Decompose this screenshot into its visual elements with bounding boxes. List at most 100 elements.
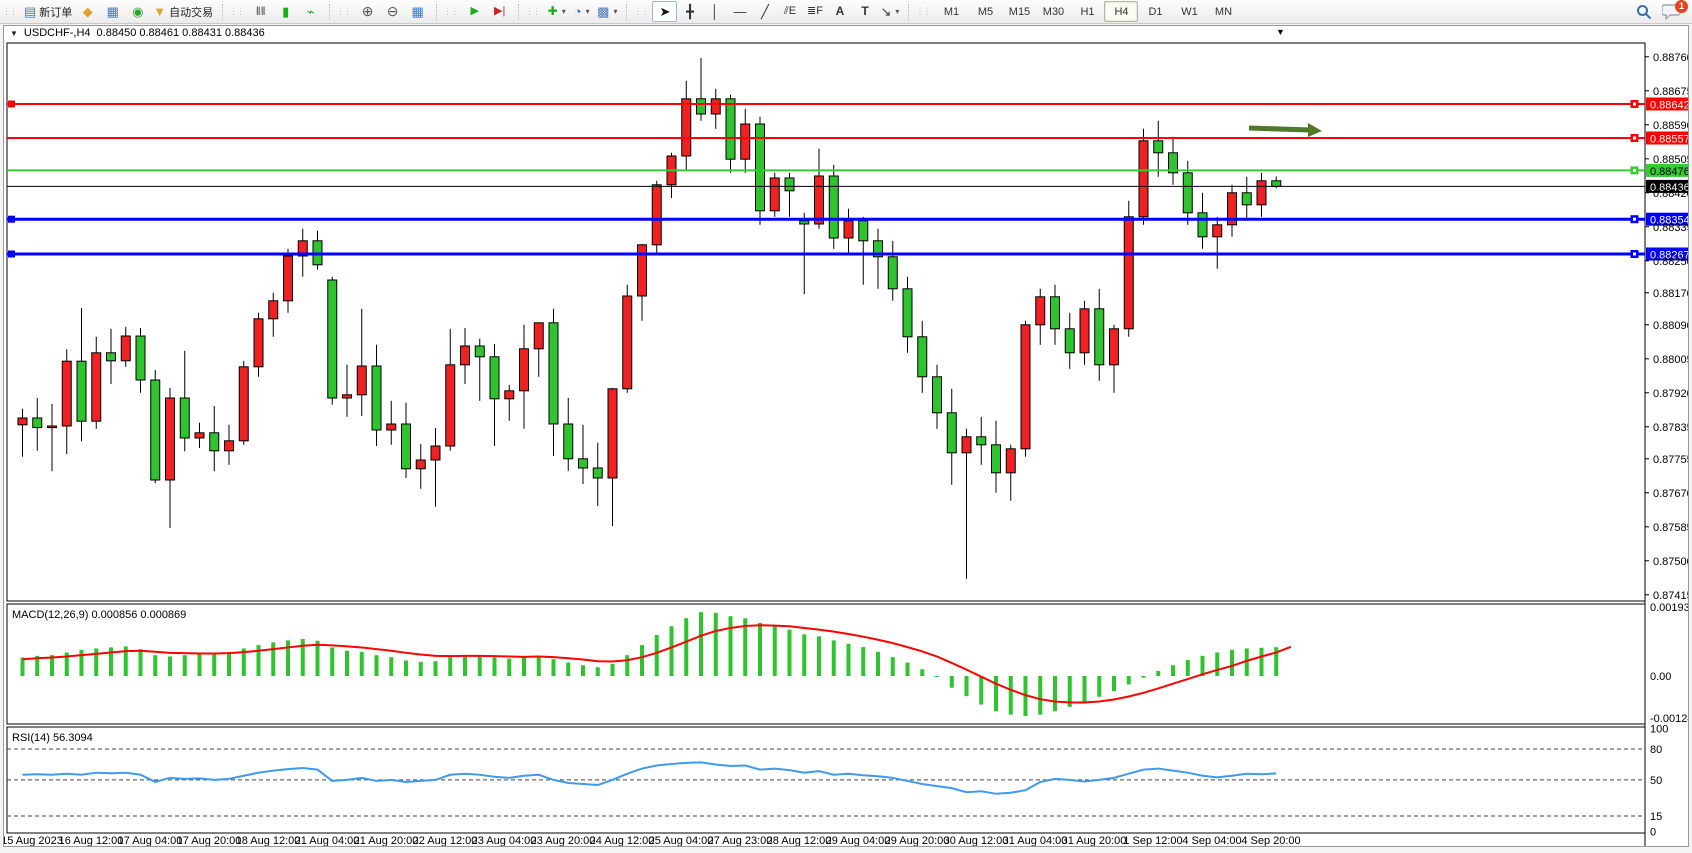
candle-body xyxy=(991,444,1001,474)
zoom-in-button[interactable]: ⊕ xyxy=(355,1,380,22)
signals-button[interactable]: ◉ xyxy=(125,1,150,22)
candle xyxy=(1182,160,1193,225)
macd-histogram-bar xyxy=(359,651,364,676)
new-order-button[interactable]: ▤ 新订单 xyxy=(21,1,75,22)
cursor-button[interactable]: ➤ xyxy=(652,1,678,22)
macd-panel[interactable] xyxy=(6,603,1646,725)
autotrading-button[interactable]: ▼ 自动交易 xyxy=(150,1,216,22)
periods-button[interactable]: ◔ ▾ xyxy=(569,1,594,22)
date-axis-label[interactable]: 23 Aug 04:00 xyxy=(472,835,537,846)
date-axis-label[interactable]: 31 Aug 20:00 xyxy=(1062,835,1127,846)
arrows-button[interactable]: ↘ ▾ xyxy=(877,1,902,22)
fibonacci-button[interactable]: ≣F xyxy=(802,1,827,22)
date-axis-label[interactable]: 18 Aug 12:00 xyxy=(236,835,301,846)
date-axis-label[interactable]: 30 Aug 12:00 xyxy=(944,835,1009,846)
tile-windows-button[interactable]: ▦ xyxy=(405,1,430,22)
timeframe-MN[interactable]: MN xyxy=(1214,5,1233,18)
price-axis-tick: 0.88335 xyxy=(1653,222,1688,234)
macd-histogram-bar xyxy=(1230,649,1234,676)
date-axis-label[interactable]: 15 Aug 2023 xyxy=(4,835,63,846)
price-axis-tick: 0.88675 xyxy=(1653,86,1688,98)
macd-histogram-bar xyxy=(846,643,851,676)
trendline-button[interactable]: ╱ xyxy=(752,1,777,22)
dropdown-caret-icon[interactable]: ▾ xyxy=(561,7,566,16)
auto-scroll-button[interactable]: ▶ xyxy=(462,1,487,22)
scroll-position-marker-icon: ▼ xyxy=(1276,27,1285,37)
support-line-1-left-handle[interactable] xyxy=(8,215,15,223)
macd-histogram-bar xyxy=(817,636,821,676)
toolbar-group-scroll: ▶ ▶| xyxy=(459,0,515,23)
templates-button[interactable]: ▩ ▾ xyxy=(594,1,620,22)
support-line-2-left-handle[interactable] xyxy=(8,250,15,258)
candle-body xyxy=(1182,172,1193,214)
vertical-line-button[interactable]: │ xyxy=(702,1,727,22)
date-axis-label[interactable]: 27 Aug 23:00 xyxy=(708,835,773,846)
date-axis-label[interactable]: 23 Aug 20:00 xyxy=(531,835,596,846)
candlestick-button[interactable]: ▮ xyxy=(273,1,298,22)
candle xyxy=(504,384,515,421)
search-icon[interactable] xyxy=(1636,4,1652,20)
macd-histogram-bar xyxy=(758,622,762,676)
horizontal-line-button[interactable]: — xyxy=(727,1,752,22)
date-axis-label[interactable]: 24 Aug 12:00 xyxy=(590,835,655,846)
macd-histogram-bar xyxy=(684,618,689,676)
date-axis-label[interactable]: 25 Aug 04:00 xyxy=(649,835,714,846)
date-axis-label[interactable]: 21 Aug 20:00 xyxy=(354,835,419,846)
quotes-button[interactable]: ◆ xyxy=(75,1,100,22)
timeframe-H4[interactable]: H4 xyxy=(1104,1,1139,22)
date-axis-label[interactable]: 1 Sep 12:00 xyxy=(1123,835,1182,846)
macd-histogram-bar xyxy=(20,657,25,676)
date-axis-label[interactable]: 29 Aug 20:00 xyxy=(885,835,950,846)
timeframe-H1[interactable]: H1 xyxy=(1080,5,1095,18)
chart-menu-caret-icon[interactable]: ▼ xyxy=(10,28,18,38)
date-axis-label[interactable]: 29 Aug 04:00 xyxy=(826,835,891,846)
timeframe-M15[interactable]: M15 xyxy=(1008,5,1031,18)
candle-body xyxy=(371,365,382,431)
chat-button[interactable]: 1 xyxy=(1661,0,1688,21)
timeframe-M5[interactable]: M5 xyxy=(977,5,994,18)
window-icon: ▦ xyxy=(106,4,119,19)
date-axis-label[interactable]: 17 Aug 04:00 xyxy=(118,835,183,846)
candle-body xyxy=(1138,140,1149,218)
date-axis-label[interactable]: 16 Aug 12:00 xyxy=(59,835,124,846)
date-axis-label[interactable]: 4 Sep 04:00 xyxy=(1182,835,1241,846)
chart-shift-button[interactable]: ▶| xyxy=(487,1,512,22)
crosshair-button[interactable]: ╋ xyxy=(677,1,702,22)
zoom-in-icon: ⊕ xyxy=(361,3,374,19)
timeframe-M1[interactable]: M1 xyxy=(943,5,960,18)
macd-histogram-bar xyxy=(123,646,128,676)
date-axis-label[interactable]: 21 Aug 04:00 xyxy=(295,835,360,846)
macd-histogram-bar xyxy=(138,649,143,676)
dropdown-caret-icon[interactable]: ▾ xyxy=(585,7,590,16)
timeframe-D1[interactable]: D1 xyxy=(1148,5,1163,18)
timeframe-W1[interactable]: W1 xyxy=(1181,5,1198,18)
chart-window-button[interactable]: ▦ xyxy=(100,1,125,22)
candle-body xyxy=(902,288,913,338)
text-button[interactable]: A xyxy=(827,1,852,22)
macd-histogram-bar xyxy=(1082,676,1087,703)
text-label-button[interactable]: T xyxy=(852,1,877,22)
dropdown-caret-icon[interactable]: ▾ xyxy=(895,7,900,16)
indicators-button[interactable]: ✚ ▾ xyxy=(544,1,569,22)
date-axis-label[interactable]: 28 Aug 12:00 xyxy=(767,835,832,846)
arrow-annotation[interactable] xyxy=(1248,123,1322,137)
main-chart-panel[interactable] xyxy=(6,42,1646,602)
dropdown-caret-icon[interactable]: ▾ xyxy=(613,7,618,16)
zoom-out-button[interactable]: ⊖ xyxy=(380,1,405,22)
date-axis-label[interactable]: 17 Aug 20:00 xyxy=(177,835,242,846)
channel-button[interactable]: ⫽E xyxy=(777,1,802,22)
timeframe-M30[interactable]: M30 xyxy=(1042,5,1065,18)
candle-body xyxy=(209,432,220,452)
macd-histogram-bar xyxy=(315,640,320,676)
date-axis-label[interactable]: 4 Sep 20:00 xyxy=(1241,835,1300,846)
chart-canvas[interactable]: 0.88642 0.88557 0.88476 0.88354 0.88267 0.884… xyxy=(4,40,1688,846)
date-axis-label[interactable]: 22 Aug 12:00 xyxy=(413,835,478,846)
resistance-line-1-left-handle[interactable] xyxy=(8,100,15,108)
svg-text:0.88354: 0.88354 xyxy=(1650,215,1688,227)
macd-histogram-bar xyxy=(654,635,659,676)
autotrade-icon: ▼ xyxy=(153,4,167,19)
date-axis-label[interactable]: 31 Aug 04:00 xyxy=(1003,835,1068,846)
bar-chart-button[interactable]: ǁ‖ xyxy=(248,1,273,22)
line-chart-button[interactable]: ⌁ xyxy=(298,1,323,22)
